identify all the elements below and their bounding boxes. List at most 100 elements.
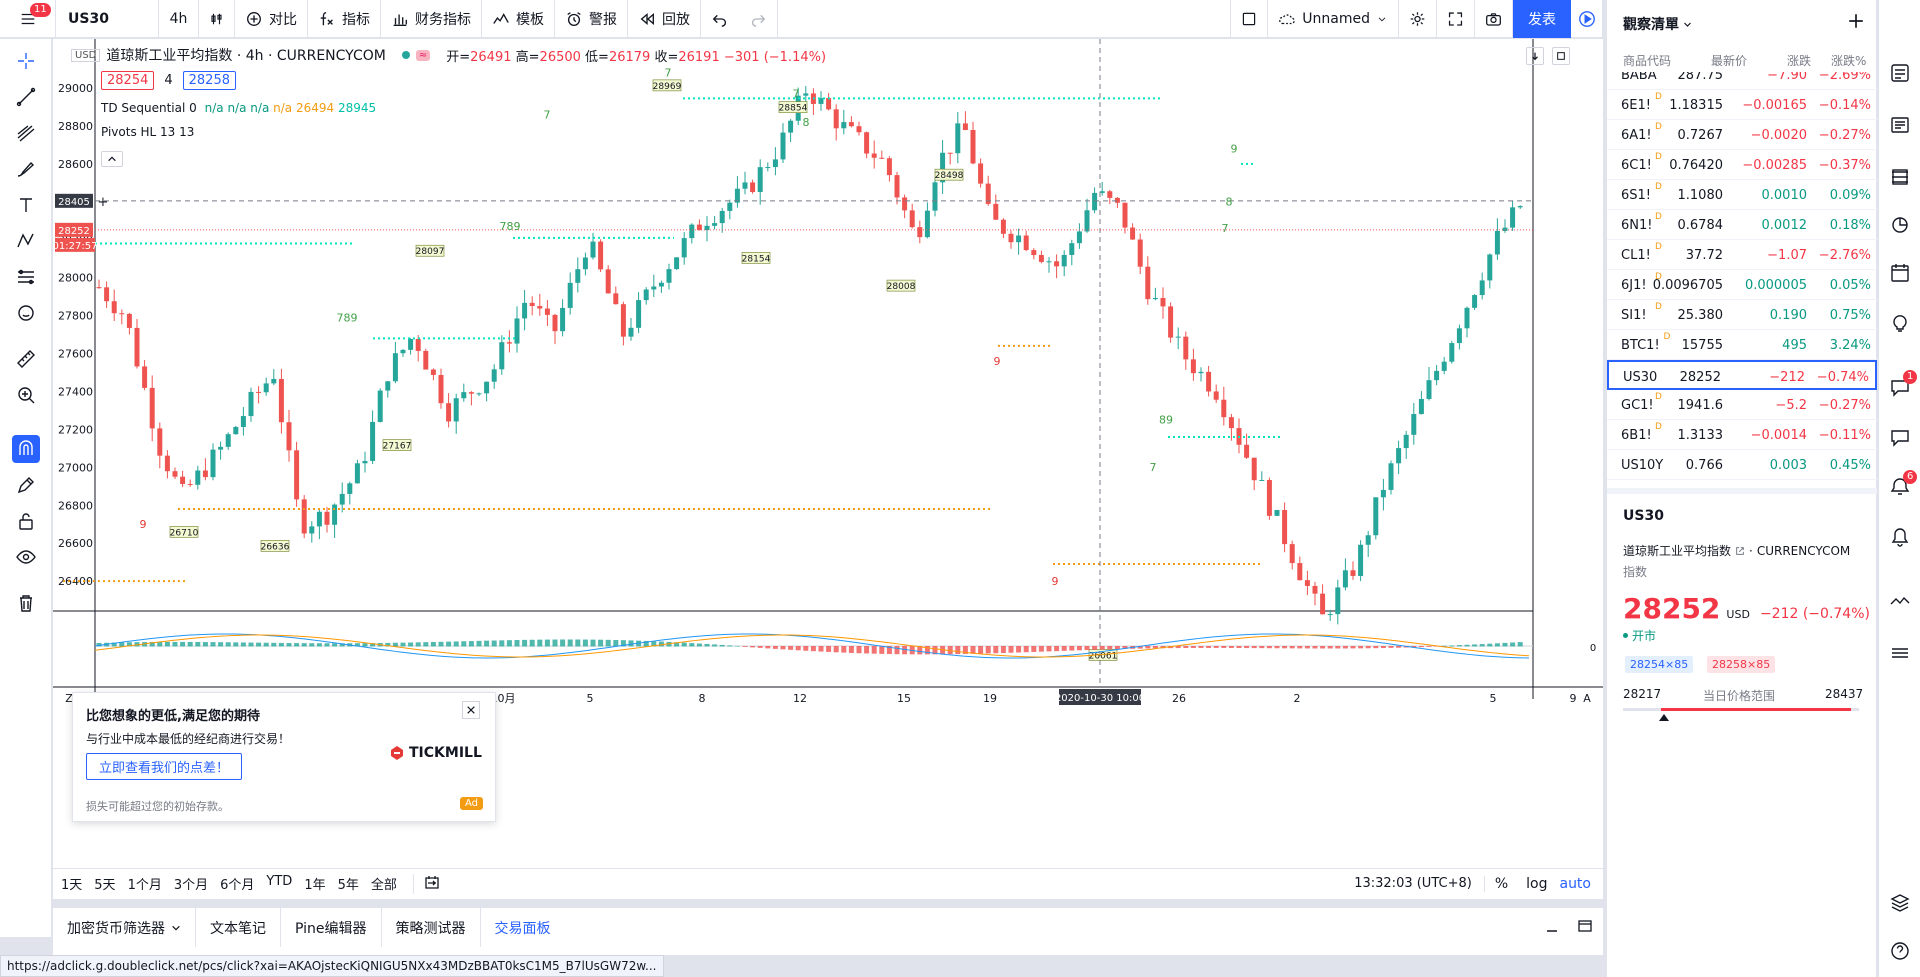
ask-chip[interactable]: 28258×85 [1707, 656, 1776, 673]
replay-button[interactable]: 回放 [628, 0, 701, 38]
brush-tool[interactable] [12, 155, 40, 183]
tab-strategy-tester[interactable]: 策略测试器 [382, 907, 481, 948]
scroll-to-realtime-button[interactable] [1526, 47, 1544, 65]
hide-tool[interactable] [12, 543, 40, 571]
trendline-tool[interactable] [12, 83, 40, 111]
col-chgp[interactable]: 涨跌% [1831, 54, 1867, 68]
magnet-tool[interactable] [12, 435, 40, 463]
pattern-tool[interactable] [12, 227, 40, 255]
legend-title[interactable]: 道琼斯工业平均指数 · 4h · CURRENCYCOM [106, 48, 386, 64]
calendar-toggle[interactable] [1887, 260, 1913, 286]
minimize-panel-button[interactable] [1537, 918, 1567, 938]
alerts-toggle[interactable] [1887, 524, 1913, 550]
range-button[interactable]: 3个月 [173, 878, 209, 893]
watchlist-row[interactable]: 6B1! D 1.3133 −0.0014 −0.11% [1607, 420, 1877, 450]
news-toggle[interactable] [1887, 112, 1913, 138]
watchlist-row[interactable]: BTC1! D 15755 495 3.24% [1607, 330, 1877, 360]
stay-drawing-tool[interactable] [12, 471, 40, 499]
prediction-tool[interactable] [12, 263, 40, 291]
range-button[interactable]: YTD [266, 874, 293, 889]
watchlist-row[interactable]: BABA 287.75 −7.90 −2.69% [1607, 72, 1877, 90]
watchlist-row[interactable]: GC1! D 1941.6 −5.2 −0.27% [1607, 390, 1877, 420]
watchlist-row[interactable]: 6E1! D 1.18315 −0.00165 −0.14% [1607, 90, 1877, 120]
ideas-toggle[interactable] [1887, 310, 1913, 336]
hotlists-toggle[interactable] [1887, 212, 1913, 238]
undo-button[interactable] [701, 0, 739, 38]
publish-button[interactable]: 发表 [1513, 0, 1571, 38]
watchlist-row[interactable]: 6S1! D 1.1080 0.0010 0.09% [1607, 180, 1877, 210]
bid-chip[interactable]: 28254×85 [1625, 656, 1694, 673]
help-button[interactable] [1887, 938, 1913, 964]
remove-tool[interactable] [12, 589, 40, 617]
fullscreen-select-button[interactable] [1230, 0, 1269, 38]
range-button[interactable]: 1年 [304, 878, 326, 893]
trading-toggle[interactable] [1887, 588, 1913, 614]
compare-button[interactable]: 对比 [235, 0, 308, 38]
bid-price[interactable]: 28254 [101, 71, 155, 90]
range-button[interactable]: 5天 [94, 878, 116, 893]
chart-type-button[interactable] [199, 0, 235, 38]
col-symbol[interactable]: 商品代码 [1623, 54, 1672, 68]
fullscreen-button[interactable] [1437, 0, 1475, 38]
ad-brand-logo[interactable]: TICKMILL [389, 745, 482, 761]
gann-fib-tool[interactable] [12, 119, 40, 147]
chart-pane[interactable]: 2900028800286002840028200280002780027600… [53, 39, 1603, 899]
col-last[interactable]: 最新价 [1711, 54, 1748, 68]
ad-cta-button[interactable]: 立即查看我们的点差！ [86, 753, 243, 780]
icon-tool[interactable] [12, 299, 40, 327]
snapshot-button[interactable] [1475, 0, 1513, 38]
menu-button[interactable]: 11 [0, 0, 56, 38]
detail-symbol[interactable]: US30 [1623, 508, 1664, 524]
settings-button[interactable] [1399, 0, 1437, 38]
interval-button[interactable]: 4h [159, 0, 199, 38]
watchlist-row[interactable]: 6J1! D 0.0096705 0.000005 0.05% [1607, 270, 1877, 300]
tab-trading-panel[interactable]: 交易面板 [494, 920, 551, 937]
detail-name[interactable]: 道琼斯工业平均指数 [1623, 544, 1732, 558]
watchlist-row[interactable]: US30 28252 −212 −0.74% [1607, 360, 1877, 390]
maximize-pane-button[interactable] [1552, 47, 1570, 65]
range-button[interactable]: 6个月 [220, 878, 255, 893]
zoom-tool[interactable] [12, 381, 40, 409]
watchlist-row[interactable]: 6C1! D 0.76420 −0.00285 −0.37% [1607, 150, 1877, 180]
dom-toggle[interactable] [1887, 640, 1913, 666]
ask-price[interactable]: 28258 [182, 71, 236, 90]
tab-pine-editor[interactable]: Pine编辑器 [281, 907, 382, 948]
clock[interactable]: 13:32:03 (UTC+8) [1354, 876, 1472, 891]
col-chg[interactable]: 涨跌 [1787, 54, 1812, 68]
layout-button[interactable]: Unnamed [1268, 0, 1399, 38]
range-button[interactable]: 1天 [61, 878, 83, 893]
pivots-legend[interactable]: Pivots HL 13 13 [101, 125, 195, 139]
price-chart[interactable]: 2900028800286002840028200280002780027600… [53, 39, 1603, 899]
tab-text-notes[interactable]: 文本笔记 [196, 907, 281, 948]
watchlist-row[interactable]: US10Y 0.766 0.003 0.45% [1607, 450, 1877, 480]
td-sequential-legend[interactable]: TD Sequential 0 n/a n/a n/a n/a 26494 28… [101, 101, 376, 115]
redo-button[interactable] [739, 0, 778, 38]
auto-toggle[interactable]: auto [1559, 875, 1591, 892]
percent-toggle[interactable]: % [1483, 875, 1518, 892]
maximize-panel-button[interactable] [1567, 918, 1603, 938]
lock-tool[interactable] [12, 507, 40, 535]
text-tool[interactable] [12, 191, 40, 219]
play-button[interactable] [1571, 0, 1603, 38]
ad-close-button[interactable] [462, 701, 480, 719]
range-button[interactable]: 1个月 [127, 878, 162, 893]
watchlist-row[interactable]: SI1! D 25.380 0.190 0.75% [1607, 300, 1877, 330]
watchlist-title-button[interactable]: 觀察清單 [1623, 14, 1692, 34]
measure-tool[interactable] [12, 345, 40, 373]
watchlist-toggle[interactable] [1887, 60, 1913, 86]
range-button[interactable]: 全部 [370, 878, 397, 893]
layers-toggle[interactable] [1887, 890, 1913, 916]
add-symbol-button[interactable] [1847, 12, 1865, 34]
tab-crypto-screener[interactable]: 加密货币筛选器 [53, 907, 196, 948]
templates-button[interactable]: 模板 [482, 0, 555, 38]
range-button[interactable]: 5年 [337, 878, 359, 893]
watchlist-row[interactable]: 6N1! D 0.6784 0.0012 0.18% [1607, 210, 1877, 240]
collapse-legend-button[interactable] [101, 151, 123, 167]
symbol-search[interactable]: US30 [56, 0, 159, 38]
data-window-toggle[interactable] [1887, 164, 1913, 190]
alert-button[interactable]: 警报 [555, 0, 628, 38]
indicators-button[interactable]: 指标 [308, 0, 381, 38]
date-range-button[interactable] [412, 873, 440, 894]
log-toggle[interactable]: log [1526, 875, 1548, 892]
financials-button[interactable]: 财务指标 [381, 0, 482, 38]
